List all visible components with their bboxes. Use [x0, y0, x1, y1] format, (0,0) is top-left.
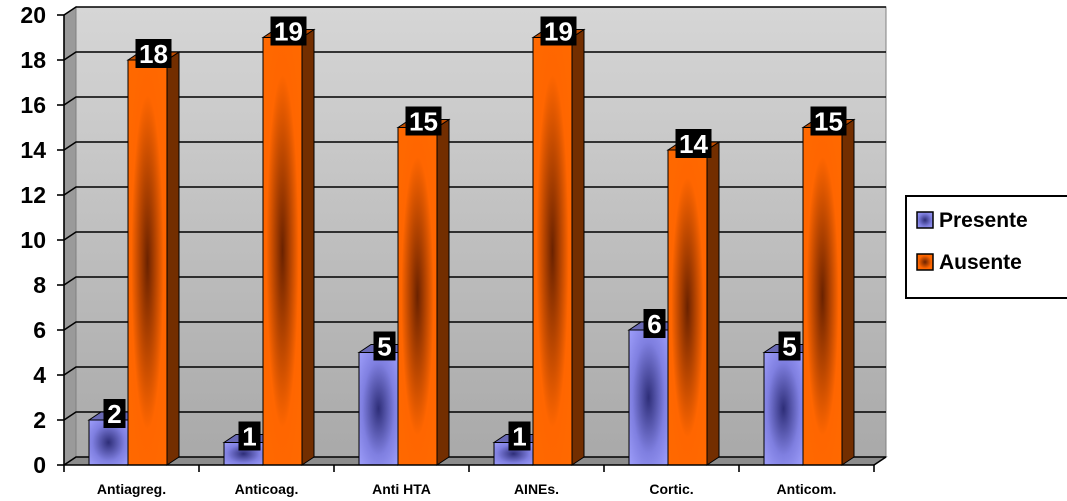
gridline: [63, 96, 886, 106]
data-label: 14: [679, 129, 708, 159]
data-labels: 2 18 1 19 5 15 1 19 6 14 5 15: [103, 16, 847, 452]
data-label-box: [238, 421, 261, 451]
legend-swatch-ausente: [916, 253, 934, 271]
data-label: 2: [107, 399, 121, 429]
gridline: [63, 231, 886, 241]
y-tick-label: 10: [20, 227, 46, 253]
x-tick-label: Cortic.: [649, 481, 693, 497]
data-label: 18: [139, 39, 168, 69]
bars: [87, 28, 856, 466]
data-label-box: [643, 309, 666, 338]
y-tick-label: 14: [20, 137, 46, 163]
y-tick-label: 8: [33, 272, 46, 298]
x-tick-label: Anti HTA: [372, 481, 431, 497]
bar-side: [166, 51, 180, 466]
chart-wall: [63, 6, 887, 466]
data-label-box: [135, 39, 172, 68]
x-tick-label: Anticom.: [777, 481, 837, 497]
legend-swatch-presente: [916, 211, 934, 229]
legend: Presente Ausente: [905, 195, 1067, 299]
y-tick-label: 18: [20, 47, 46, 73]
data-label-box: [373, 331, 396, 361]
gridline: [63, 6, 886, 16]
y-tick-label: 0: [33, 452, 46, 478]
bar-side: [841, 118, 855, 466]
chart-floor: [62, 456, 888, 466]
data-label-box: [103, 399, 126, 428]
gridline: [63, 321, 886, 331]
gridline: [63, 411, 886, 421]
y-tick-label: 2: [33, 407, 46, 433]
data-label-box: [810, 106, 847, 136]
y-tick-label: 12: [20, 182, 46, 208]
gridlines: [63, 6, 886, 466]
gridline: [63, 456, 886, 466]
bar-ausente: [532, 37, 573, 466]
gridline: [63, 276, 886, 286]
bar-side: [301, 28, 315, 466]
bar-ausente: [802, 127, 843, 466]
data-label: 19: [544, 17, 573, 47]
legend-label-ausente: Ausente: [939, 251, 1022, 274]
data-label: 5: [782, 332, 796, 362]
data-label: 15: [409, 107, 438, 137]
y-tick-label: 6: [33, 317, 46, 343]
gridline: [63, 186, 886, 196]
bar-presente: [628, 329, 669, 466]
bar-side: [571, 28, 585, 466]
data-label: 1: [242, 422, 256, 452]
data-label-box: [675, 129, 712, 158]
bar-ausente: [262, 37, 303, 466]
bar-side: [706, 141, 720, 466]
bar-presente: [763, 352, 804, 466]
y-tick-label: 4: [33, 362, 46, 388]
x-tick-label: Antiagreg.: [97, 481, 166, 497]
x-axis-end: [873, 456, 887, 466]
data-label-box: [540, 16, 577, 46]
legend-label-presente: Presente: [939, 209, 1028, 232]
chart-floor-plane: [62, 456, 888, 466]
data-label-box: [270, 16, 307, 46]
bar-ausente: [127, 59, 168, 466]
data-label: 19: [274, 17, 303, 47]
bar-ausente: [397, 127, 438, 466]
data-label: 6: [647, 309, 661, 339]
gridline: [63, 141, 886, 151]
data-label-box: [508, 421, 531, 451]
gridline: [63, 366, 886, 376]
data-label-box: [405, 106, 442, 136]
y-tick-label: 20: [20, 2, 46, 28]
y-tick-label: 16: [20, 92, 46, 118]
x-tick-label: Anticoag.: [235, 481, 299, 497]
x-tick-label: AINEs.: [514, 481, 559, 497]
data-label-box: [778, 331, 801, 361]
data-label: 15: [814, 107, 843, 137]
data-label: 5: [377, 332, 391, 362]
gridline: [63, 51, 886, 61]
data-label: 1: [512, 422, 526, 452]
bar-ausente: [667, 149, 708, 466]
bar-side: [436, 118, 450, 466]
bar-presente: [358, 352, 399, 466]
